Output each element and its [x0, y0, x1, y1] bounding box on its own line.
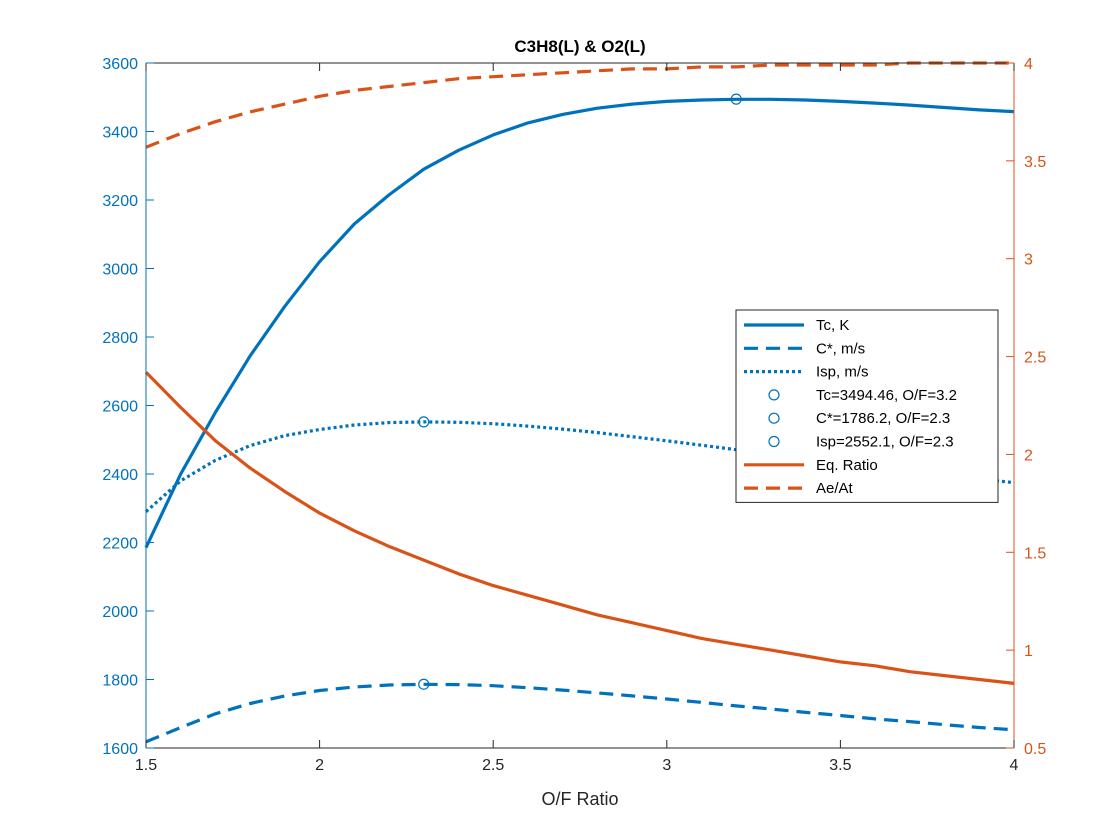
y-left-tick-label-8: 3200	[102, 193, 138, 210]
series-line-3	[144, 371, 1015, 685]
x-tick-label-3: 3	[662, 757, 671, 774]
y-left-tick-label-10: 3600	[102, 56, 138, 73]
x-tick-label-2: 2.5	[482, 757, 504, 774]
x-tick-label-0: 1.5	[135, 757, 157, 774]
y-left-tick-label-4: 2400	[102, 467, 138, 484]
y-left-tick-label-6: 2800	[102, 330, 138, 347]
legend-box	[735, 309, 999, 503]
series-line-0	[144, 97, 1015, 549]
legend-swatch-4	[768, 412, 780, 424]
series-line-2	[144, 420, 1015, 513]
y-right-tick-label-6: 3.5	[1024, 154, 1046, 171]
y-left-tick-label-7: 3000	[102, 262, 138, 279]
y-right-tick-label-1: 1	[1024, 643, 1033, 660]
legend-label-2: Isp, m/s	[816, 364, 869, 381]
y-right-tick-label-3: 2	[1024, 447, 1033, 464]
legend-label-0: Tc, K	[816, 317, 849, 334]
y-right-tick-label-7: 4	[1024, 56, 1033, 73]
series-line-4	[145, 61, 1014, 149]
y-left-tick-label-5: 2600	[102, 399, 138, 416]
legend-label-5: Isp=2552.1, O/F=2.3	[816, 434, 954, 451]
series-line-1	[145, 682, 1015, 744]
y-right-tick-label-4: 2.5	[1024, 350, 1046, 367]
series-layer	[144, 61, 1015, 744]
legend-label-3: Tc=3494.46, O/F=3.2	[816, 387, 957, 404]
y-left-tick-label-9: 3400	[102, 125, 138, 142]
y-left-tick-label-3: 2200	[102, 536, 138, 553]
chart-title: C3H8(L) & O2(L)	[514, 37, 645, 56]
y-right-tick-label-2: 1.5	[1024, 545, 1046, 562]
y-left-tick-label-1: 1800	[102, 673, 138, 690]
legend-label-1: C*, m/s	[816, 340, 865, 357]
legend-swatch-3	[768, 389, 780, 401]
peak-marker-0	[730, 93, 742, 105]
legend-label-4: C*=1786.2, O/F=2.3	[816, 410, 950, 427]
x-axis-label: O/F Ratio	[541, 789, 618, 809]
y-left-tick-label-0: 1600	[102, 741, 138, 758]
legend-label-6: Eq. Ratio	[816, 457, 878, 474]
x-tick-label-4: 3.5	[829, 757, 851, 774]
legend: Tc, K C*, m/s Isp, m/s Tc=3494.46, O/F=3.2 C…	[735, 309, 999, 503]
peak-marker-1	[418, 678, 430, 690]
legend-label-7: Ae/At	[816, 480, 854, 497]
y-right-tick-label-5: 3	[1024, 252, 1033, 269]
legend-swatch-5	[768, 435, 780, 448]
axes-layer: 1.5 2 2.5 3 3.5 4 1600 1800 2000 2200 2400 2600 2800…	[102, 56, 1046, 774]
x-tick-label-5: 4	[1010, 757, 1019, 774]
x-tick-label-1: 2	[315, 757, 324, 774]
y-right-tick-label-0: 0.5	[1024, 741, 1046, 758]
y-left-tick-label-2: 2000	[102, 604, 138, 621]
peak-marker-2	[418, 416, 430, 428]
